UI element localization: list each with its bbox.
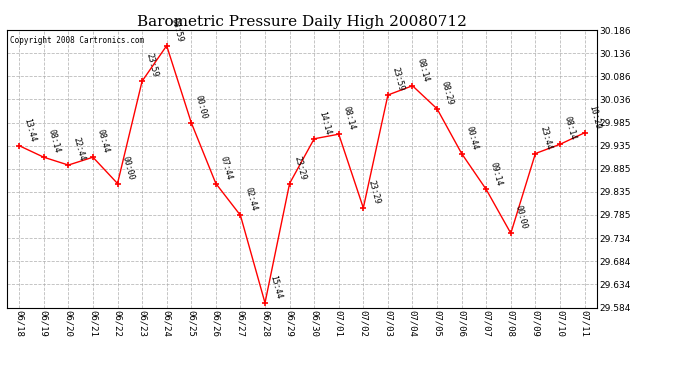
- Text: 02:44: 02:44: [243, 187, 258, 213]
- Text: 08:14: 08:14: [415, 57, 431, 83]
- Text: 00:44: 00:44: [464, 125, 480, 151]
- Text: 08:14: 08:14: [46, 129, 61, 154]
- Text: Copyright 2008 Cartronics.com: Copyright 2008 Cartronics.com: [10, 36, 144, 45]
- Text: 23:29: 23:29: [293, 155, 307, 181]
- Text: 09:14: 09:14: [489, 161, 504, 187]
- Text: 08:59: 08:59: [170, 17, 184, 43]
- Text: 14:14: 14:14: [317, 110, 332, 136]
- Text: 00:00: 00:00: [120, 155, 135, 181]
- Text: 08:44: 08:44: [96, 129, 110, 154]
- Title: Barometric Pressure Daily High 20080712: Barometric Pressure Daily High 20080712: [137, 15, 467, 29]
- Text: 22:44: 22:44: [71, 136, 86, 162]
- Text: 08:14: 08:14: [563, 116, 578, 141]
- Text: 00:00: 00:00: [194, 94, 209, 120]
- Text: 08:29: 08:29: [440, 80, 455, 106]
- Text: 10:29: 10:29: [587, 104, 602, 130]
- Text: 23:59: 23:59: [391, 66, 406, 92]
- Text: 13:44: 13:44: [22, 117, 37, 143]
- Text: 07:44: 07:44: [219, 155, 234, 181]
- Text: 15:44: 15:44: [268, 274, 283, 300]
- Text: 08:14: 08:14: [342, 105, 357, 131]
- Text: 00:00: 00:00: [513, 205, 529, 231]
- Text: 23:29: 23:29: [366, 179, 381, 205]
- Text: 23:59: 23:59: [145, 53, 160, 78]
- Text: 23:44: 23:44: [538, 125, 553, 151]
